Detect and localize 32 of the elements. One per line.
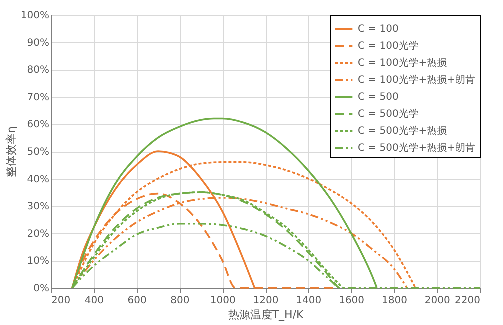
x-tick-label: 1200 — [253, 296, 279, 306]
x-tick-label: 2200 — [455, 296, 480, 306]
y-tick-label: 30% — [27, 202, 50, 213]
y-axis-title: 整体效率η — [4, 126, 18, 178]
y-tick-label: 80% — [27, 65, 50, 76]
legend-label: C = 500光学 — [358, 108, 419, 120]
y-tick-label: 10% — [27, 256, 50, 268]
y-tick-label: 20% — [27, 228, 50, 240]
y-tick-label: 60% — [27, 120, 50, 131]
y-tick-label: 50% — [27, 147, 50, 158]
legend-label: C = 500光学+热损+朗肯 — [358, 142, 476, 154]
legend-label: C = 500 — [358, 92, 399, 103]
x-tick-label: 1600 — [339, 296, 365, 306]
legend-label: C = 100光学+热损+朗肯 — [358, 74, 476, 86]
x-tick-label: 1000 — [210, 296, 236, 306]
legend-label: C = 100光学 — [358, 40, 419, 52]
x-tick-label: 1800 — [382, 296, 408, 306]
x-tick-label: 400 — [84, 296, 104, 306]
y-tick-label: 0% — [34, 284, 50, 294]
legend-label: C = 100 — [358, 24, 399, 35]
x-tick-label: 200 — [52, 296, 71, 306]
y-tick-label: 70% — [27, 92, 50, 104]
x-tick-label: 1400 — [296, 296, 322, 306]
x-tick-label: 600 — [128, 296, 147, 306]
y-tick-label: 40% — [27, 174, 50, 186]
x-axis-title: 热源温度T_H/K — [228, 308, 304, 322]
legend-label: C = 100光学+热损 — [358, 57, 448, 69]
x-tick-label: 800 — [170, 296, 190, 306]
legend-label: C = 500光学+热损 — [358, 125, 448, 137]
y-tick-label: 90% — [27, 38, 50, 49]
x-tick-label: 2000 — [424, 296, 450, 306]
y-tick-label: 100% — [20, 10, 50, 22]
